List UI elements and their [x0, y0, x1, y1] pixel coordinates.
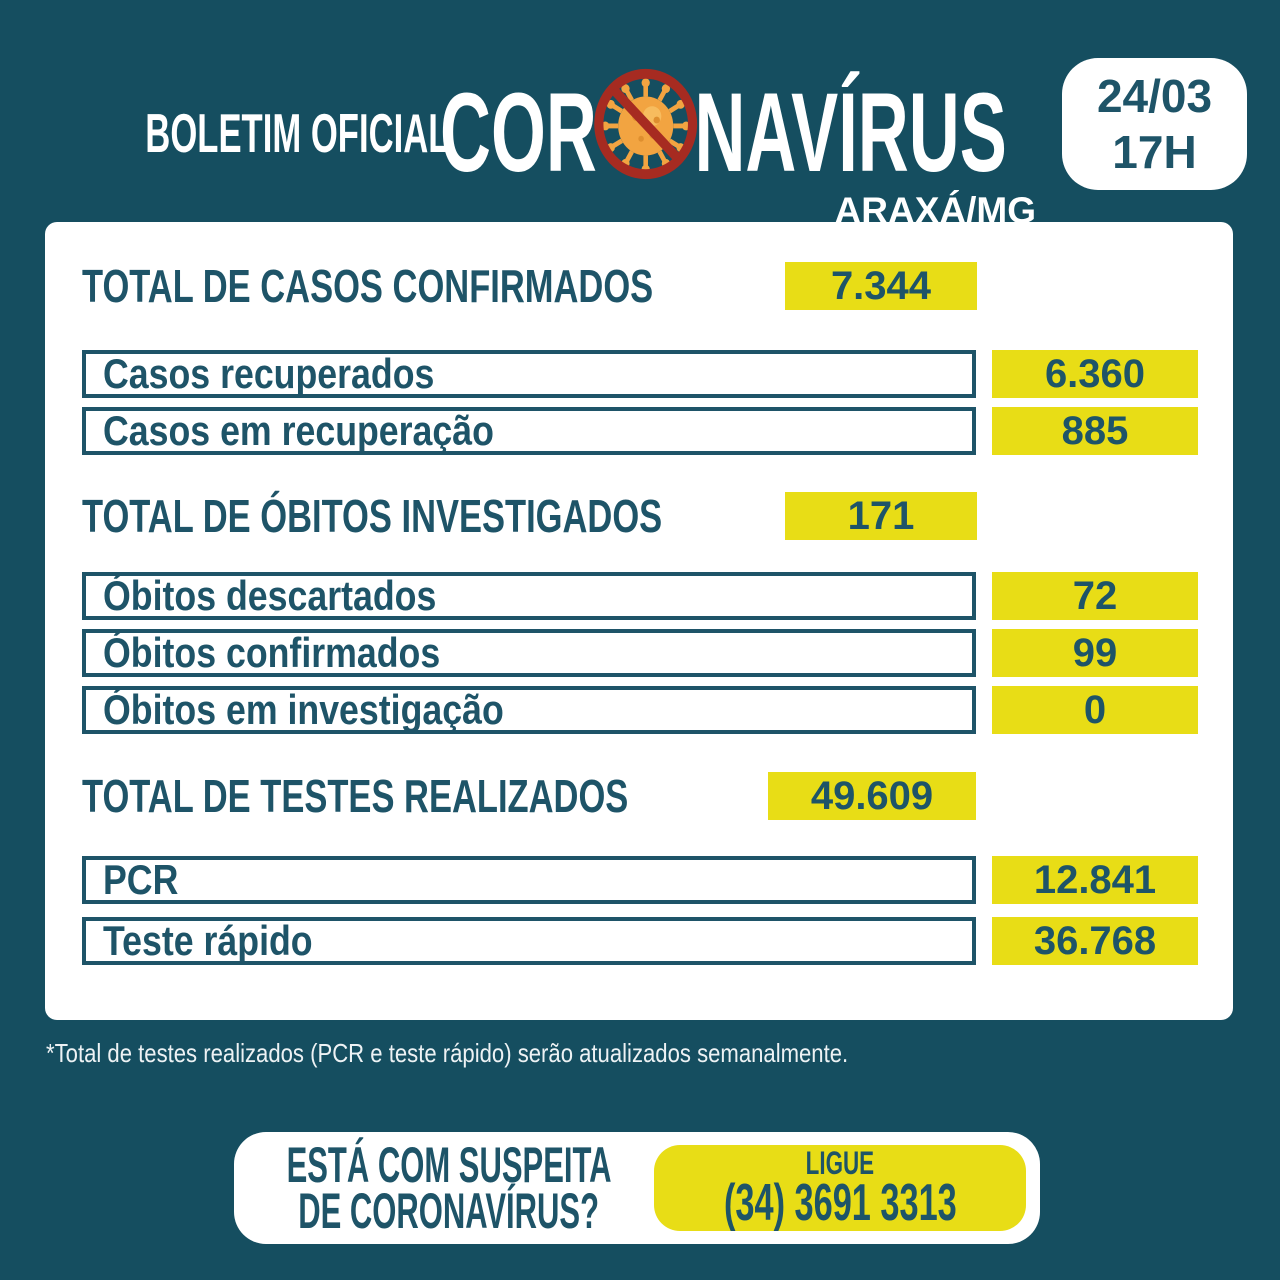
section-total-badge: 171: [785, 492, 977, 540]
stat-row: PCR 12.841: [82, 856, 1233, 904]
section-tests-performed: TOTAL DE TESTES REALIZADOS 49.609 PCR 12…: [82, 772, 1233, 965]
time-label: 17H: [1112, 126, 1197, 178]
stat-row: Teste rápido 36.768: [82, 917, 1233, 965]
stat-value-badge: 0: [992, 686, 1198, 734]
stat-row: Óbitos confirmados 99: [82, 629, 1233, 677]
stat-row: Casos recuperados 6.360: [82, 350, 1233, 398]
bulletin-title: COR: [440, 68, 1007, 195]
stat-row: Óbitos descartados 72: [82, 572, 1233, 620]
stat-label: Casos em recuperação: [103, 407, 494, 454]
no-coronavirus-icon: [591, 65, 701, 201]
date-time-badge: 24/03 17H: [1062, 58, 1247, 190]
section-confirmed-cases: TOTAL DE CASOS CONFIRMADOS 7.344 Casos r…: [82, 262, 1233, 455]
section-total-badge: 49.609: [768, 772, 976, 820]
stat-value-badge: 885: [992, 407, 1198, 455]
stat-label: Óbitos descartados: [103, 572, 437, 619]
suspect-cta: ESTÁ COM SUSPEITA DE CORONAVÍRUS? LIGUE …: [234, 1132, 1040, 1244]
section-heading: TOTAL DE ÓBITOS INVESTIGADOS: [82, 490, 663, 542]
stat-row: Casos em recuperação 885: [82, 407, 1233, 455]
title-part-1: COR: [440, 69, 597, 195]
stat-label: Teste rápido: [103, 917, 313, 964]
cta-question-line2: DE CORONAVÍRUS?: [298, 1183, 600, 1239]
stats-panel: TOTAL DE CASOS CONFIRMADOS 7.344 Casos r…: [45, 222, 1233, 1020]
stat-label: Óbitos em investigação: [103, 686, 504, 733]
section-investigated-deaths: TOTAL DE ÓBITOS INVESTIGADOS 171 Óbitos …: [82, 492, 1233, 734]
section-total-badge: 7.344: [785, 262, 977, 310]
stat-value-badge: 72: [992, 572, 1198, 620]
bulletin-kicker: BOLETIM OFICIAL: [145, 102, 450, 164]
phone-badge: LIGUE (34) 3691 3313: [654, 1145, 1026, 1231]
stat-value-badge: 6.360: [992, 350, 1198, 398]
tests-footnote: *Total de testes realizados (PCR e teste…: [46, 1038, 849, 1068]
stat-label: PCR: [103, 856, 179, 903]
stat-label: Casos recuperados: [103, 350, 435, 397]
phone-number: (34) 3691 3313: [723, 1174, 957, 1232]
section-heading: TOTAL DE TESTES REALIZADOS: [82, 770, 629, 822]
stat-value-badge: 36.768: [992, 917, 1198, 965]
stat-row: Óbitos em investigação 0: [82, 686, 1233, 734]
stat-label: Óbitos confirmados: [103, 629, 441, 676]
section-heading: TOTAL DE CASOS CONFIRMADOS: [82, 260, 654, 312]
cta-question: ESTÁ COM SUSPEITA DE CORONAVÍRUS?: [244, 1132, 654, 1244]
cta-question-line1: ESTÁ COM SUSPEITA: [286, 1137, 612, 1193]
date-label: 24/03: [1096, 69, 1213, 122]
call-label: LIGUE: [805, 1145, 875, 1181]
title-part-2: NAVÍRUS: [694, 69, 1007, 195]
stat-value-badge: 12.841: [992, 856, 1198, 904]
stat-value-badge: 99: [992, 629, 1198, 677]
